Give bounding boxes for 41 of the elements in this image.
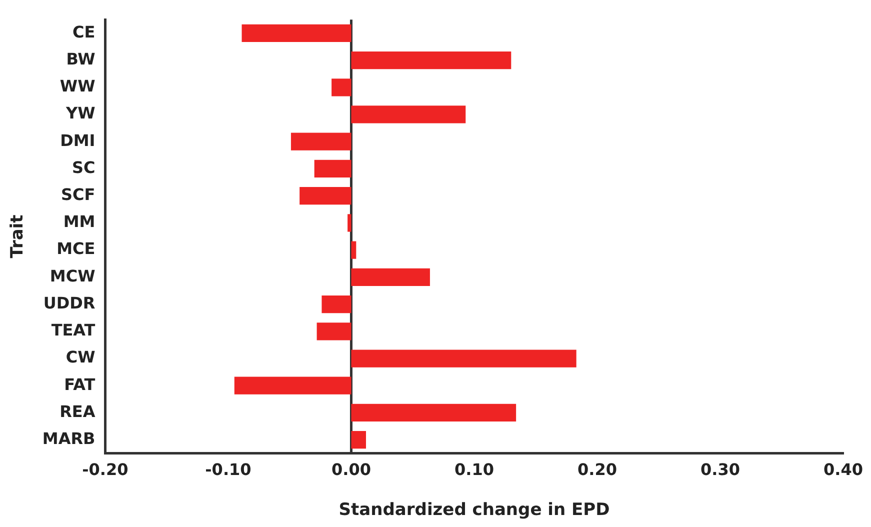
x-tick-label: 0.20 [578,460,617,480]
bar [351,431,366,449]
bar [332,78,352,96]
y-axis-title: Trait [8,214,28,258]
bar [290,132,352,150]
x-tick-label: -0.10 [205,460,252,480]
y-tick-label: MM [63,212,96,232]
bar [351,51,512,70]
bar [242,24,352,42]
bar [322,295,352,314]
bar [351,350,576,368]
bar [300,187,352,205]
y-tick-label: CE [72,22,96,42]
y-tick-label: MCE [56,239,96,258]
y-tick-label: FAT [64,374,96,394]
bar [234,376,352,394]
bar [351,106,466,124]
x-tick-label: -0.20 [82,460,128,480]
y-tick-label: DMI [60,130,96,150]
y-tick-label: SCF [61,184,96,204]
y-tick-label: SC [72,158,96,177]
y-tick-label: YW [64,104,96,123]
bar [351,404,516,422]
x-axis-title: Standardized change in EPD [338,500,610,520]
bar [348,214,352,232]
x-tick-label: 0.40 [824,460,864,480]
bar [316,322,352,340]
x-tick-label: 0.30 [700,460,740,480]
y-tick-label: REA [60,402,96,421]
y-tick-label: CW [66,348,96,367]
y-tick-label: UDDR [43,293,96,312]
bar [314,160,352,178]
bar [351,241,356,259]
y-tick-label: WW [60,76,96,96]
y-tick-label: TEAT [51,320,96,340]
bar [351,268,430,286]
x-tick-label: 0.00 [331,460,371,480]
x-tick-label: 0.10 [454,460,494,480]
y-tick-label: MARB [42,429,96,448]
y-tick-label: MCW [50,266,96,286]
y-tick-label: BW [66,49,96,68]
